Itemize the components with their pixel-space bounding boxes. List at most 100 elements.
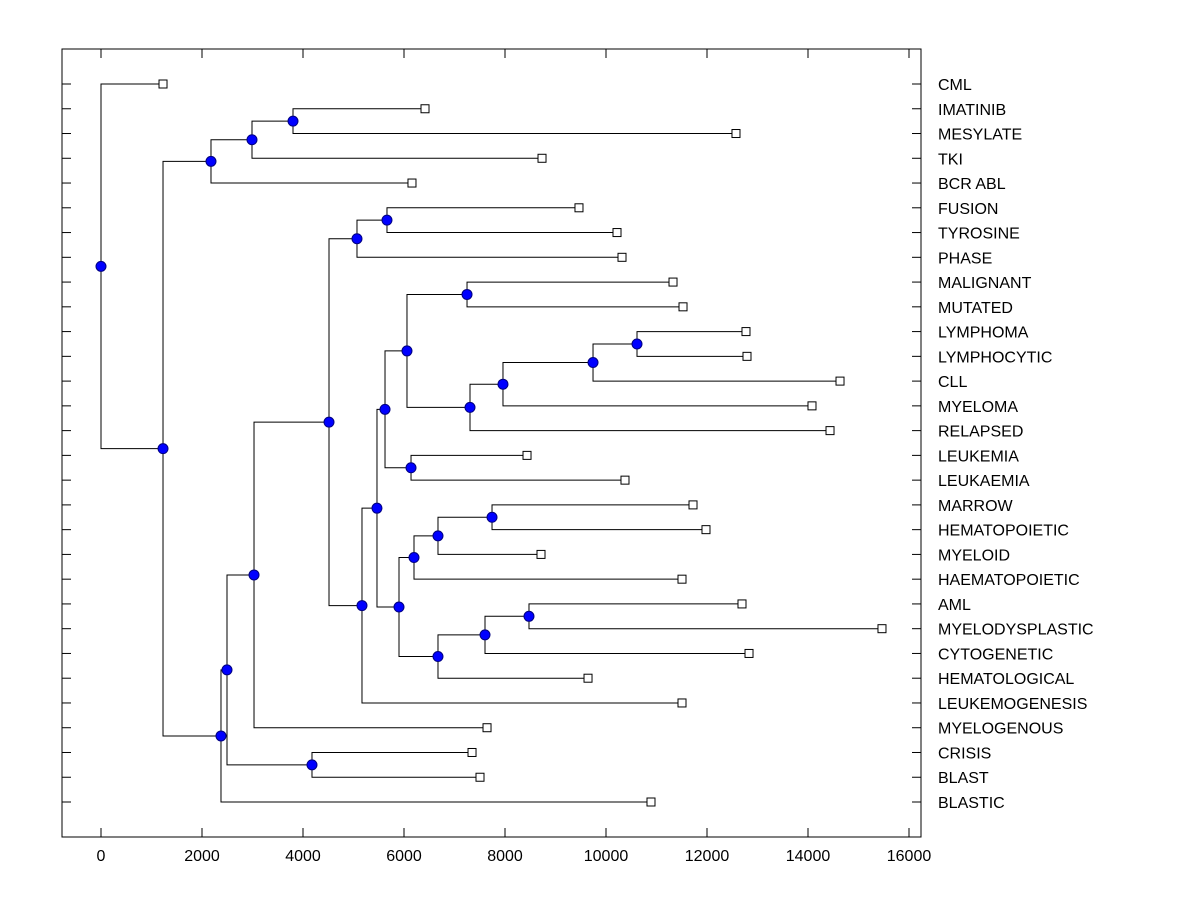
leaf-label: BLASTIC: [938, 795, 1005, 812]
branch-E: [292, 108, 736, 135]
node-marker: [306, 759, 318, 771]
leaf-label: LYMPHOMA: [938, 325, 1029, 342]
leaf-marker: [475, 772, 485, 782]
leaf-label: BLAST: [938, 770, 989, 787]
node-marker: [157, 443, 169, 455]
leaf-marker: [737, 599, 747, 609]
leaf-label: RELAPSED: [938, 424, 1023, 441]
leaf-marker: [668, 277, 678, 287]
node-marker: [95, 260, 107, 272]
leaf-label: MYELODYSPLASTIC: [938, 622, 1094, 639]
leaf-label: MESYLATE: [938, 127, 1022, 144]
leaf-label: MYELOID: [938, 547, 1010, 564]
node-marker: [246, 134, 258, 146]
node-marker: [221, 664, 233, 676]
leaf-marker: [537, 153, 547, 163]
branch-K: [361, 507, 683, 704]
leaf-marker: [731, 129, 741, 139]
node-marker: [393, 601, 405, 613]
node-marker: [351, 233, 363, 245]
node-marker: [432, 651, 444, 663]
leaf-marker: [482, 723, 492, 733]
branch-V: [636, 331, 747, 357]
leaf-label: MARROW: [938, 498, 1014, 515]
leaf-label: IMATINIB: [938, 102, 1006, 119]
leaf-marker: [612, 228, 622, 238]
node-marker: [479, 629, 491, 641]
leaf-marker: [835, 376, 845, 386]
leaf-marker: [467, 747, 477, 757]
leaf-label: CML: [938, 77, 972, 94]
node-marker: [215, 730, 227, 742]
branch-R: [466, 281, 684, 308]
leaf-label: MYELOGENOUS: [938, 721, 1063, 738]
node-marker: [205, 155, 217, 167]
leaf-label: CYTOGENETIC: [938, 646, 1053, 663]
leaf-label: MUTATED: [938, 300, 1013, 317]
leaf-label: FUSION: [938, 201, 998, 218]
x-tick-label: 4000: [285, 848, 321, 865]
branch-D: [251, 120, 543, 159]
x-tick-label: 12000: [685, 848, 730, 865]
x-tick-label: 2000: [184, 848, 220, 865]
leaf-marker: [574, 203, 584, 213]
x-tick-label: 6000: [386, 848, 422, 865]
node-marker: [523, 610, 535, 622]
leaf-marker: [620, 475, 630, 485]
node-marker: [287, 115, 299, 127]
branch-S: [469, 383, 831, 432]
x-tick-label: 0: [97, 848, 106, 865]
x-tick-label: 14000: [786, 848, 831, 865]
node-marker: [356, 600, 368, 612]
branch-Q: [410, 454, 625, 481]
node-marker: [408, 552, 420, 564]
node-marker: [248, 569, 260, 581]
leaf-marker: [742, 351, 752, 361]
node-marker: [379, 403, 391, 415]
leaf-label: BCR ABL: [938, 176, 1006, 193]
leaf-marker: [420, 104, 430, 114]
branch-P: [406, 293, 471, 408]
y-axis: [62, 83, 921, 803]
node-marker: [464, 401, 476, 413]
node-marker: [587, 357, 599, 369]
leaf-label: HEMATOLOGICAL: [938, 671, 1074, 688]
leaf-label: LEUKEMIA: [938, 448, 1019, 465]
leaf-label: LYMPHOCYTIC: [938, 349, 1052, 366]
leaf-label: PHASE: [938, 250, 992, 267]
node-marker: [371, 502, 383, 514]
branch-H: [311, 751, 481, 778]
leaf-marker: [877, 624, 887, 634]
leaf-label: TKI: [938, 151, 963, 168]
x-axis: 0 2000 4000 6000 8000 10000 12000 14000 16000: [97, 49, 931, 865]
branch-G: [253, 421, 488, 729]
leaf-label: CRISIS: [938, 745, 991, 762]
node-marker: [381, 214, 393, 226]
branch-root: [100, 83, 164, 450]
plot-frame: [61, 48, 922, 838]
leaf-marker: [825, 426, 835, 436]
branch-T: [502, 362, 812, 407]
branch-Z: [491, 504, 706, 531]
node-marker: [461, 288, 473, 300]
node-marker: [486, 511, 498, 523]
leaf-marker: [677, 574, 687, 584]
node-marker: [323, 416, 335, 428]
branch-A: [162, 160, 221, 737]
leaf-marker: [646, 797, 656, 807]
node-marker: [631, 338, 643, 350]
leaf-marker: [536, 549, 546, 559]
leaf-label: HEMATOPOIETIC: [938, 523, 1069, 540]
x-tick-label: 10000: [584, 848, 629, 865]
branch-AA: [484, 615, 750, 654]
leaf-label: CLL: [938, 374, 967, 391]
node-markers: [95, 115, 643, 771]
branch-J: [356, 219, 623, 258]
x-tick-label: 8000: [487, 848, 523, 865]
leaf-label: HAEMATOPOIETIC: [938, 572, 1080, 589]
branch-W: [413, 535, 683, 580]
leaf-marker: [583, 673, 593, 683]
branch-F: [226, 574, 312, 766]
leaf-marker: [158, 79, 168, 89]
leaf-marker: [701, 525, 711, 535]
